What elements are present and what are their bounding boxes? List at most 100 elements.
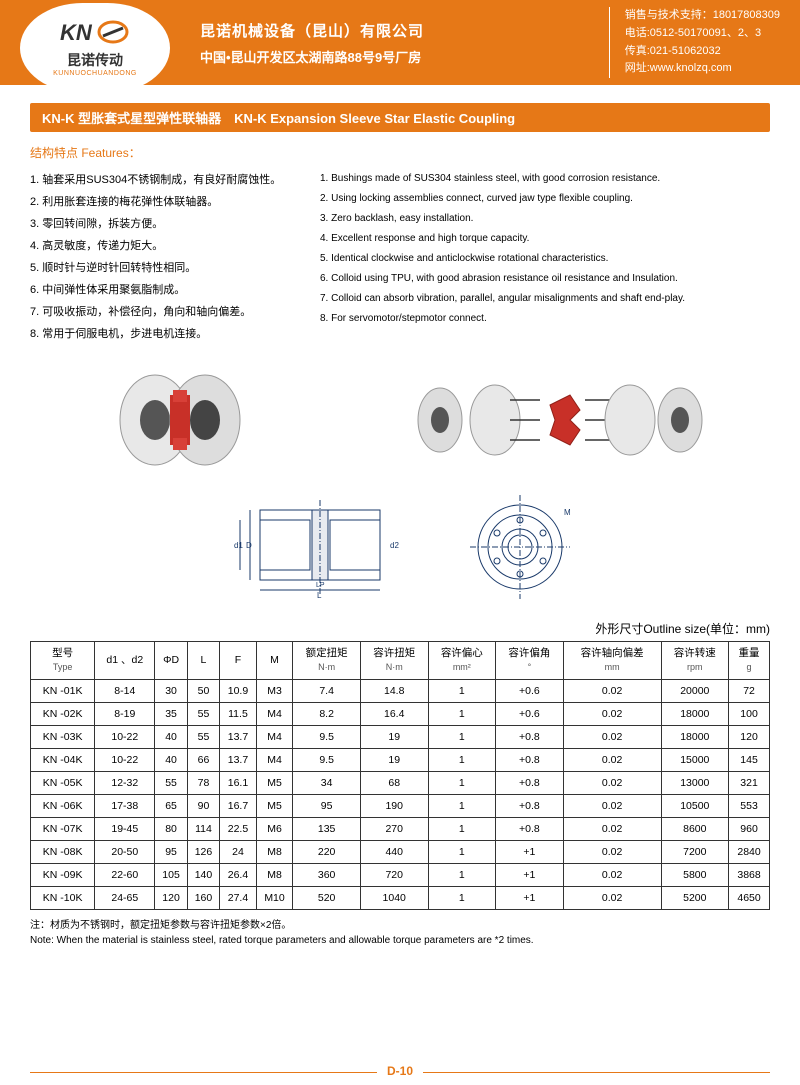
table-cell: 16.4 <box>360 703 428 726</box>
table-cell: 13.7 <box>220 726 257 749</box>
table-row: KN -05K12-32557816.1M534681+0.80.0213000… <box>31 772 770 795</box>
features-en: 1. Bushings made of SUS304 stainless ste… <box>320 169 770 345</box>
table-header: ΦD <box>155 642 187 680</box>
table-cell: 35 <box>155 703 187 726</box>
table-cell: 145 <box>729 749 770 772</box>
table-row: KN -01K8-14305010.9M37.414.81+0.60.02200… <box>31 680 770 703</box>
feature-item: 1. Bushings made of SUS304 stainless ste… <box>320 169 770 189</box>
table-cell: 9.5 <box>293 749 361 772</box>
table-cell: 0.02 <box>563 703 661 726</box>
table-cell: 7.4 <box>293 680 361 703</box>
table-cell: 135 <box>293 818 361 841</box>
table-cell: 95 <box>293 795 361 818</box>
table-cell: 40 <box>155 749 187 772</box>
table-cell: 16.1 <box>220 772 257 795</box>
table-cell: KN -08K <box>31 841 95 864</box>
table-cell: 27.4 <box>220 887 257 910</box>
table-cell: +0.6 <box>496 680 564 703</box>
table-cell: 24-65 <box>95 887 155 910</box>
table-cell: 80 <box>155 818 187 841</box>
table-cell: 120 <box>729 726 770 749</box>
table-cell: 1 <box>428 703 496 726</box>
logo: KN 昆诺传动 KUNNUOCHUANDONG <box>20 3 170 93</box>
table-cell: 1 <box>428 749 496 772</box>
technical-drawings: d1 D d2 L LP M <box>30 495 770 605</box>
table-cell: 7200 <box>661 841 729 864</box>
table-body: KN -01K8-14305010.9M37.414.81+0.60.02200… <box>31 680 770 910</box>
table-cell: 4650 <box>729 887 770 910</box>
table-cell: 1 <box>428 841 496 864</box>
table-cell: 8600 <box>661 818 729 841</box>
table-cell: KN -02K <box>31 703 95 726</box>
page: KN 昆诺传动 KUNNUOCHUANDONG 昆诺机械设备（昆山）有限公司 中… <box>0 0 800 1085</box>
table-cell: 50 <box>187 680 219 703</box>
table-cell: 1 <box>428 726 496 749</box>
table-cell: KN -07K <box>31 818 95 841</box>
product-images <box>30 360 770 480</box>
table-cell: 13.7 <box>220 749 257 772</box>
table-row: KN -04K10-22406613.7M49.5191+0.80.021500… <box>31 749 770 772</box>
table-cell: 20-50 <box>95 841 155 864</box>
table-cell: 0.02 <box>563 841 661 864</box>
table-cell: KN -10K <box>31 887 95 910</box>
table-cell: M4 <box>256 703 293 726</box>
table-cell: M4 <box>256 726 293 749</box>
table-cell: 105 <box>155 864 187 887</box>
feature-item: 2. 利用胀套连接的梅花弹性体联轴器。 <box>30 191 290 213</box>
table-cell: 553 <box>729 795 770 818</box>
table-row: KN -10K24-6512016027.4M1052010401+10.025… <box>31 887 770 910</box>
table-header: 额定扭矩N·m <box>293 642 361 680</box>
table-cell: 8-14 <box>95 680 155 703</box>
table-cell: +1 <box>496 864 564 887</box>
note: 注：材质为不锈钢时，额定扭矩参数与容许扭矩参数×2倍。 Note: When t… <box>30 918 770 948</box>
note-cn: 注：材质为不锈钢时，额定扭矩参数与容许扭矩参数×2倍。 <box>30 918 770 933</box>
logo-py: KUNNUOCHUANDONG <box>53 70 137 77</box>
table-cell: M4 <box>256 749 293 772</box>
table-cell: 1 <box>428 818 496 841</box>
table-row: KN -08K20-509512624M82204401+10.02720028… <box>31 841 770 864</box>
table-cell: 30 <box>155 680 187 703</box>
table-cell: 8-19 <box>95 703 155 726</box>
table-row: KN -07K19-458011422.5M61352701+0.80.0286… <box>31 818 770 841</box>
table-header-row: 型号Typed1 、d2ΦDLFM额定扭矩N·m容许扭矩N·m容许偏心mm²容许… <box>31 642 770 680</box>
note-en: Note: When the material is stainless ste… <box>30 933 770 948</box>
contact-fax: 传真:021-51062032 <box>625 43 780 61</box>
table-header: 容许偏心mm² <box>428 642 496 680</box>
table-cell: 40 <box>155 726 187 749</box>
features: 1. 轴套采用SUS304不锈钢制成，有良好耐腐蚀性。2. 利用胀套连接的梅花弹… <box>30 169 770 345</box>
table-cell: 0.02 <box>563 772 661 795</box>
table-cell: 0.02 <box>563 680 661 703</box>
table-cell: 19 <box>360 749 428 772</box>
table-cell: 1 <box>428 680 496 703</box>
feature-item: 1. 轴套采用SUS304不锈钢制成，有良好耐腐蚀性。 <box>30 169 290 191</box>
table-header: 容许扭矩N·m <box>360 642 428 680</box>
table-header: 容许转速rpm <box>661 642 729 680</box>
table-cell: +0.8 <box>496 818 564 841</box>
table-cell: +0.8 <box>496 726 564 749</box>
table-cell: 360 <box>293 864 361 887</box>
table-header: F <box>220 642 257 680</box>
table-cell: +0.6 <box>496 703 564 726</box>
table-cell: 960 <box>729 818 770 841</box>
table-cell: +0.8 <box>496 772 564 795</box>
logo-icon: KN <box>55 18 135 48</box>
footer-divider: D-10 <box>30 1072 770 1073</box>
table-cell: M8 <box>256 864 293 887</box>
table-cell: 12-32 <box>95 772 155 795</box>
table-cell: 160 <box>187 887 219 910</box>
front-drawing-icon: M <box>460 495 580 600</box>
table-cell: 1 <box>428 795 496 818</box>
table-cell: 68 <box>360 772 428 795</box>
table-cell: 720 <box>360 864 428 887</box>
features-cn: 1. 轴套采用SUS304不锈钢制成，有良好耐腐蚀性。2. 利用胀套连接的梅花弹… <box>30 169 290 345</box>
table-cell: 18000 <box>661 726 729 749</box>
coupling-exploded-icon <box>405 365 705 475</box>
table-cell: 3868 <box>729 864 770 887</box>
table-header: 型号Type <box>31 642 95 680</box>
table-header: 重量g <box>729 642 770 680</box>
table-cell: M3 <box>256 680 293 703</box>
content: KN-K 型胀套式星型弹性联轴器 KN-K Expansion Sleeve S… <box>0 85 800 966</box>
table-cell: 20000 <box>661 680 729 703</box>
table-cell: KN -04K <box>31 749 95 772</box>
feature-item: 8. 常用于伺服电机，步进电机连接。 <box>30 323 290 345</box>
